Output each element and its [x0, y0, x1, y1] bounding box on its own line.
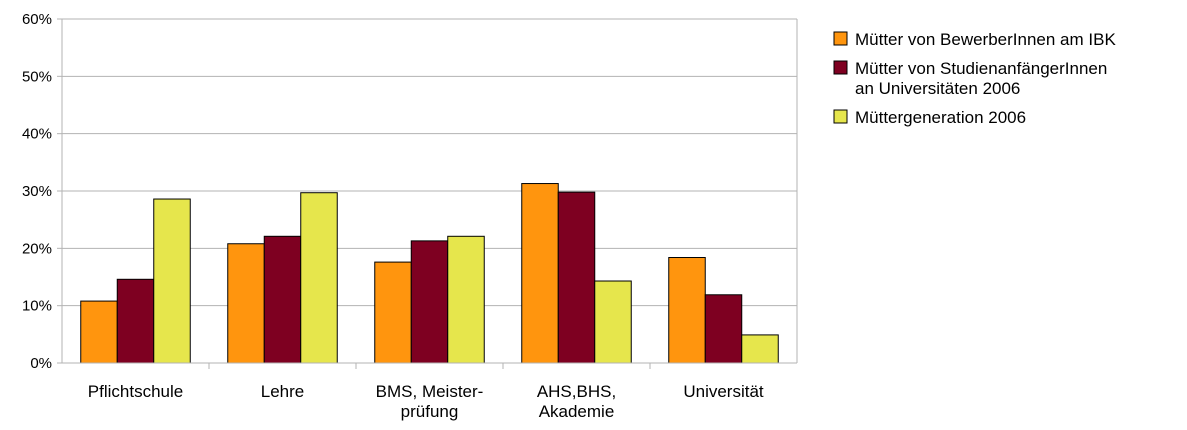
x-category-label-line: Akademie — [539, 402, 615, 421]
x-axis-labels: Pflichtschule Lehre BMS, Meister-prüfung AH… — [88, 382, 764, 421]
bar — [300, 192, 338, 364]
bar — [668, 257, 706, 364]
legend-label-line: an Universitäten 2006 — [855, 79, 1020, 98]
y-tick-label: 40% — [22, 126, 52, 143]
x-category-label: Pflichtschule — [88, 382, 183, 401]
x-category-label: AHS,BHS, Akademie — [537, 382, 616, 421]
x-category-label-line: Universität — [683, 382, 764, 401]
y-tick-label: 60% — [22, 11, 52, 28]
y-tick-label: 10% — [22, 298, 52, 315]
y-tick-label: 0% — [30, 355, 52, 372]
bar — [704, 294, 743, 364]
bar — [153, 198, 191, 364]
x-category-label-line: AHS,BHS, — [537, 382, 616, 401]
bar — [557, 191, 596, 364]
legend: Mütter von BewerberInnen am IBK Mütter vo… — [833, 30, 1116, 127]
bar — [447, 235, 485, 364]
bar — [521, 183, 559, 364]
legend-label: Müttergeneration 2006 — [855, 108, 1026, 127]
legend-swatch — [833, 60, 848, 75]
bar — [80, 300, 118, 364]
y-tick-label: 50% — [22, 68, 52, 85]
x-category-label: Lehre — [261, 382, 304, 401]
bar — [227, 243, 265, 364]
x-category-label-line: prüfung — [401, 402, 459, 421]
legend-label-line: Müttergeneration 2006 — [855, 108, 1026, 127]
y-axis-ticks: 0% 10% 20% 30% 40% 50% 60% — [22, 11, 62, 372]
bar — [374, 261, 412, 364]
bars — [80, 183, 779, 364]
bar — [741, 334, 779, 364]
x-category-label-line: Lehre — [261, 382, 304, 401]
legend-label-line: Mütter von BewerberInnen am IBK — [855, 30, 1116, 49]
legend-swatch — [833, 109, 848, 124]
bar — [410, 240, 449, 364]
y-tick-label: 20% — [22, 240, 52, 257]
legend-label: Mütter von BewerberInnen am IBK — [855, 30, 1116, 49]
bar — [116, 278, 155, 364]
bar — [594, 280, 632, 364]
x-category-label-line: BMS, Meister- — [376, 382, 484, 401]
bar — [263, 235, 302, 364]
legend-label-line: Mütter von StudienanfängerInnen — [855, 59, 1107, 78]
x-category-label: Universität — [683, 382, 764, 401]
legend-label: Mütter von StudienanfängerInnen an Univer… — [855, 59, 1107, 98]
x-category-label-line: Pflichtschule — [88, 382, 183, 401]
y-tick-label: 30% — [22, 183, 52, 200]
legend-swatch — [833, 31, 848, 46]
x-category-label: BMS, Meister-prüfung — [376, 382, 484, 421]
